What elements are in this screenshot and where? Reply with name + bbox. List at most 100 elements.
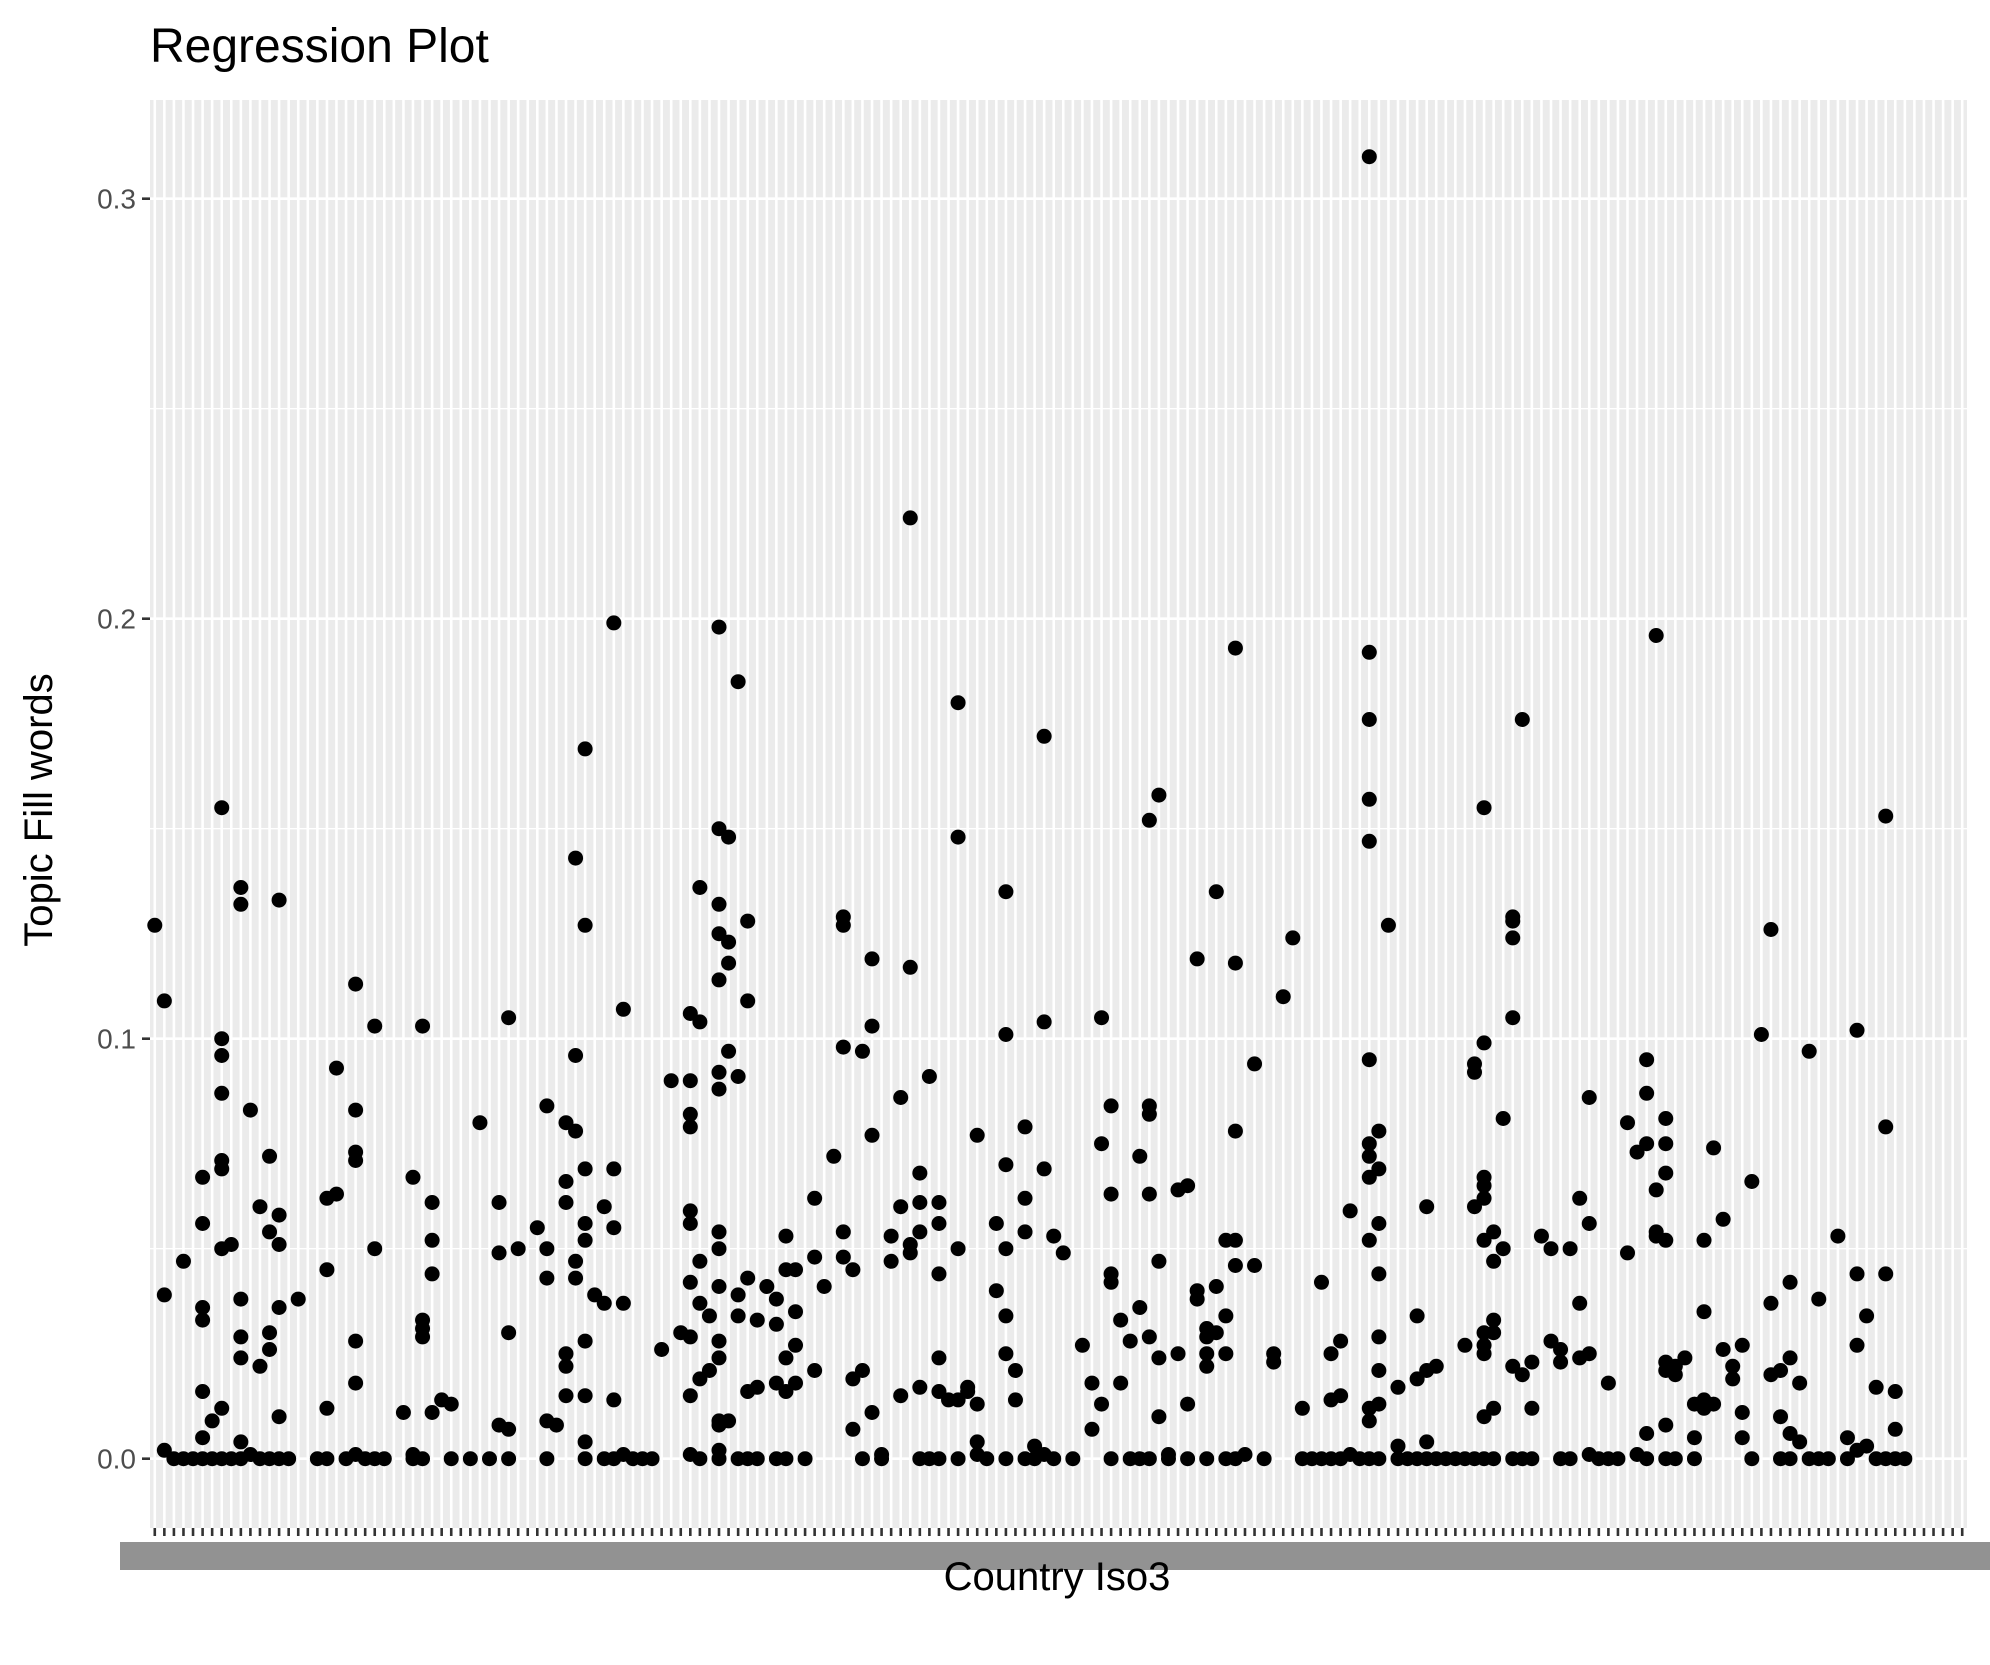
data-point — [1610, 1451, 1626, 1467]
data-point — [558, 1195, 574, 1210]
data-point — [424, 1232, 440, 1248]
data-point — [1371, 1266, 1387, 1282]
data-point — [1141, 1451, 1157, 1467]
data-point — [969, 1127, 985, 1143]
data-point — [730, 1069, 746, 1084]
data-point — [1036, 728, 1052, 744]
data-point — [367, 1018, 383, 1034]
data-point — [424, 1195, 440, 1210]
data-point — [1572, 1295, 1588, 1311]
data-point — [711, 1350, 727, 1366]
data-point — [921, 1069, 937, 1084]
data-point — [539, 1451, 555, 1467]
data-point — [1658, 1111, 1674, 1126]
data-point — [1773, 1409, 1789, 1425]
data-point — [740, 913, 756, 929]
data-point — [1639, 1451, 1655, 1467]
data-point — [1753, 1027, 1769, 1042]
data-point — [1371, 1363, 1387, 1378]
data-point — [998, 884, 1014, 900]
data-point — [912, 1195, 928, 1210]
data-point — [1180, 1178, 1196, 1194]
data-point — [1160, 1451, 1176, 1467]
data-point — [1055, 1245, 1071, 1261]
data-point — [1667, 1367, 1683, 1383]
data-point — [615, 1295, 631, 1311]
data-point — [1151, 1350, 1167, 1366]
data-point — [1371, 1123, 1387, 1139]
data-point — [1782, 1350, 1798, 1366]
data-point — [558, 1358, 574, 1374]
data-point — [1830, 1228, 1846, 1244]
data-point — [960, 1384, 976, 1399]
data-point — [807, 1190, 823, 1206]
data-point — [1409, 1308, 1425, 1324]
data-point — [1715, 1342, 1731, 1357]
data-point — [1428, 1358, 1444, 1374]
data-point — [1553, 1342, 1569, 1357]
data-point — [1361, 1136, 1377, 1152]
data-point — [1103, 1451, 1119, 1467]
data-point — [1084, 1421, 1100, 1437]
data-point — [778, 1350, 794, 1366]
data-point — [1390, 1379, 1406, 1395]
data-point — [826, 1148, 842, 1164]
data-point — [1227, 640, 1243, 656]
data-point — [1553, 1354, 1569, 1370]
data-point — [1782, 1274, 1798, 1290]
data-point — [1180, 1451, 1196, 1467]
data-point — [931, 1266, 947, 1282]
data-point — [998, 1027, 1014, 1042]
data-point — [1581, 1216, 1597, 1231]
data-point — [1897, 1451, 1913, 1467]
data-point — [1141, 1186, 1157, 1202]
data-point — [1199, 1451, 1215, 1467]
data-point — [1103, 1186, 1119, 1202]
data-point — [271, 1237, 287, 1252]
data-point — [1199, 1358, 1215, 1374]
data-point — [1476, 1190, 1492, 1206]
data-point — [1505, 930, 1521, 946]
data-point — [711, 1081, 727, 1097]
data-point — [1801, 1043, 1817, 1059]
data-point — [1849, 1337, 1865, 1353]
data-point — [1505, 1010, 1521, 1026]
data-point — [902, 959, 918, 975]
data-point — [682, 1106, 698, 1122]
data-point — [558, 1346, 574, 1362]
data-point — [692, 1253, 708, 1269]
data-point — [1419, 1199, 1435, 1215]
data-point — [443, 1451, 459, 1467]
data-point — [1706, 1140, 1722, 1156]
data-point — [950, 1451, 966, 1467]
data-point — [1734, 1430, 1750, 1446]
data-point — [271, 1409, 287, 1425]
data-point — [1151, 1409, 1167, 1425]
data-point — [606, 1220, 622, 1236]
plot-panel — [150, 100, 1967, 1528]
data-point — [348, 1153, 364, 1168]
data-points — [147, 149, 1913, 1467]
data-point — [1046, 1451, 1062, 1467]
data-point — [711, 619, 727, 635]
data-point — [233, 1291, 249, 1307]
data-point — [348, 1333, 364, 1349]
data-point — [1361, 1413, 1377, 1429]
data-point — [214, 1161, 230, 1177]
data-point — [1839, 1430, 1855, 1446]
data-point — [1094, 1396, 1110, 1412]
data-point — [711, 1333, 727, 1349]
data-point — [1820, 1451, 1836, 1467]
data-point — [577, 1388, 593, 1404]
data-point — [692, 880, 708, 895]
data-point — [1227, 955, 1243, 971]
data-point — [1189, 1291, 1205, 1307]
data-point — [415, 1451, 431, 1467]
data-point — [1390, 1438, 1406, 1454]
data-point — [1658, 1417, 1674, 1433]
data-point — [1266, 1354, 1282, 1370]
data-point — [788, 1304, 804, 1320]
data-point — [1648, 628, 1664, 643]
data-point — [1773, 1363, 1789, 1378]
